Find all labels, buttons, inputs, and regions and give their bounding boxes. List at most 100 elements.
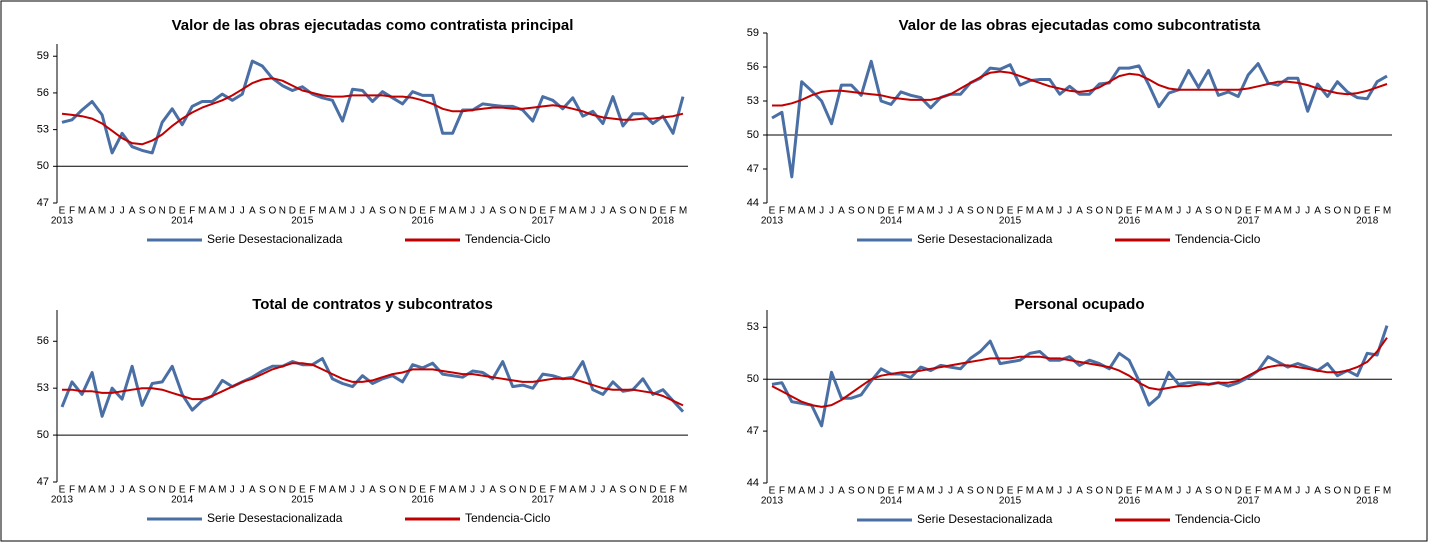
x-tick-label: D [1235,486,1242,497]
x-tick-label: J [350,206,355,217]
x-tick-label: J [600,206,605,217]
x-tick-label: M [907,206,915,217]
x-tick-label: E [299,485,306,496]
x-tick-label: A [449,206,456,217]
x-tick-label: N [868,486,875,497]
x-tick-label: E [660,485,667,496]
series-line [771,337,1388,408]
x-tick-label: M [438,206,446,217]
x-tick-label: J [1295,206,1300,217]
x-tick-label: O [857,206,865,217]
x-tick-label: O [509,485,517,496]
x-tick-label: O [976,206,984,217]
x-tick-label: J [938,206,943,217]
x-tick-label: A [917,486,924,497]
y-tick-label: 47 [37,197,49,209]
x-tick-label: S [499,485,506,496]
x-tick-label: A [1195,206,1202,217]
x-tick-label: S [1205,486,1212,497]
x-tick-label: F [898,206,904,217]
x-tick-label: M [1046,486,1054,497]
x-group-label: 2018 [1356,496,1379,507]
series-line [61,77,684,146]
x-tick-label: J [470,206,475,217]
x-tick-label: S [620,485,627,496]
x-tick-label: A [610,206,617,217]
x-tick-label: M [218,206,226,217]
y-tick-label: 44 [747,477,759,489]
x-tick-label: M [1383,486,1391,497]
x-group-label: 2017 [532,495,555,506]
x-tick-label: J [350,485,355,496]
x-tick-label: J [480,485,485,496]
x-tick-label: N [1225,486,1232,497]
x-group-label: 2015 [999,216,1022,227]
x-tick-label: O [389,485,397,496]
x-tick-label: O [268,206,276,217]
x-tick-label: M [1284,206,1292,217]
x-group-label: 2016 [411,216,434,227]
legend-label: Tendencia-Ciclo [465,232,551,246]
x-tick-label: F [670,485,676,496]
x-tick-label: N [639,485,646,496]
x-tick-label: N [987,206,994,217]
x-tick-label: M [927,206,935,217]
series-line [60,357,685,418]
x-tick-label: M [218,485,226,496]
x-tick-label: A [1314,206,1321,217]
x-tick-label: N [1225,206,1232,217]
legend-label: Serie Desestacionalizada [207,511,343,525]
x-tick-label: A [1036,486,1043,497]
x-group-label: 2018 [1356,216,1379,227]
x-tick-label: M [198,485,206,496]
x-tick-label: J [240,206,245,217]
x-tick-label: S [848,206,855,217]
x-group-label: 2016 [1118,216,1141,227]
x-group-label: 2013 [51,216,74,227]
series-line [771,325,1389,428]
x-tick-label: F [898,486,904,497]
x-tick-label: E [59,206,66,217]
x-group-label: 2017 [532,216,555,227]
x-tick-label: J [120,485,125,496]
y-tick-label: 56 [37,87,49,99]
x-tick-label: F [779,206,785,217]
x-tick-label: J [240,485,245,496]
x-group-label: 2015 [291,216,314,227]
x-tick-label: O [1334,206,1342,217]
x-tick-label: S [379,206,386,217]
x-tick-label: M [679,206,687,217]
x-tick-label: N [519,485,526,496]
x-tick-label: D [649,206,656,217]
x-tick-label: A [369,485,376,496]
y-tick-label: 47 [747,425,759,437]
x-tick-label: A [489,485,496,496]
x-tick-label: F [1374,486,1380,497]
x-tick-label: S [1324,486,1331,497]
x-tick-label: N [279,485,286,496]
x-tick-label: A [1275,206,1282,217]
x-tick-label: A [1314,486,1321,497]
x-tick-label: A [209,206,216,217]
x-tick-label: N [159,485,166,496]
x-tick-label: F [550,206,556,217]
x-tick-label: J [1305,486,1310,497]
y-tick-label: 50 [37,160,49,172]
x-tick-label: M [788,206,796,217]
x-tick-label: S [499,206,506,217]
x-tick-label: A [1076,486,1083,497]
x-tick-label: S [620,206,627,217]
x-tick-label: F [189,485,195,496]
y-tick-label: 50 [747,129,759,141]
x-tick-label: A [129,485,136,496]
x-tick-label: M [1165,206,1173,217]
x-tick-label: A [89,206,96,217]
x-group-label: 2015 [999,496,1022,507]
x-tick-label: M [1145,486,1153,497]
x-group-label: 2013 [51,495,74,506]
y-tick-label: 56 [37,335,49,347]
x-tick-label: A [1036,206,1043,217]
x-tick-label: S [139,206,146,217]
x-tick-label: F [1255,486,1261,497]
